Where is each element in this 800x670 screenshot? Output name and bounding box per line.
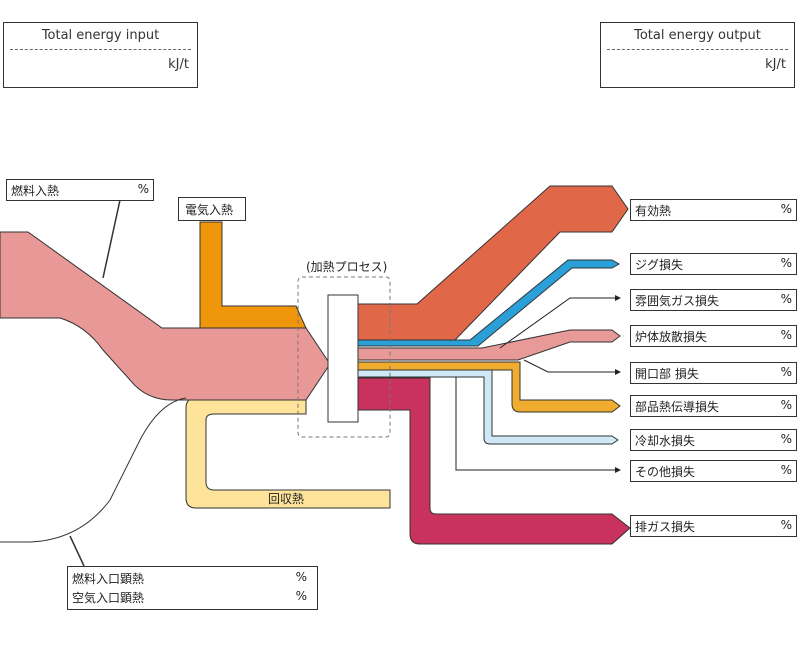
sensible-heat-curve	[0, 397, 187, 543]
electric-input-label-box: 電気入熱	[178, 197, 246, 221]
process-label: (加熱プロセス)	[306, 260, 388, 274]
air-sensible-label: 空気入口顕熱	[72, 591, 145, 605]
sensible-leader-line	[69, 535, 85, 567]
output-name: 冷却水損失	[635, 434, 696, 448]
recovered-heat-flow	[185, 397, 391, 509]
output-pct: %	[780, 398, 792, 412]
total-output-separator	[607, 49, 788, 50]
fuel-input-pct: %	[137, 182, 149, 196]
other-loss-line	[455, 377, 621, 473]
atmosphere-gas-loss-line	[499, 295, 621, 349]
total-input-title: Total energy input	[41, 28, 160, 43]
output-name: 雰囲気ガス損失	[635, 294, 720, 308]
output-label-effective-heat: 有効熱%	[630, 199, 797, 221]
output-label-exhaust-gas: 排ガス損失%	[630, 515, 797, 537]
jig-loss-flow	[355, 259, 621, 347]
output-name: 排ガス損失	[635, 520, 696, 534]
fuel-input-flow	[0, 231, 331, 401]
total-output-box: Total energy output kJ/t	[600, 22, 795, 88]
fuel-input-label-box: 燃料入熱 %	[6, 179, 154, 201]
output-pct: %	[780, 202, 792, 216]
sensible-heat-label-box: 燃料入口顕熱 % 空気入口顕熱 %	[67, 566, 318, 610]
cooling-water-flow	[355, 369, 619, 445]
output-pct: %	[780, 463, 792, 477]
output-label-other-loss: その他損失%	[630, 460, 797, 482]
output-name: 部品熱伝導損失	[635, 400, 720, 414]
total-input-separator	[10, 49, 191, 50]
furnace-radiation-flow	[355, 329, 621, 361]
process-region	[297, 276, 391, 438]
total-output-unit: kJ/t	[765, 57, 786, 72]
total-input-unit: kJ/t	[168, 57, 189, 72]
fuel-leader-line	[102, 199, 121, 279]
output-name: ジグ損失	[635, 258, 684, 272]
output-label-opening-loss: 開口部 損失%	[630, 362, 797, 384]
electric-input-label: 電気入熱	[185, 203, 234, 217]
output-label-furnace-radiation: 炉体放散損失%	[630, 325, 797, 347]
air-sensible-pct: %	[295, 589, 307, 603]
output-pct: %	[780, 256, 792, 270]
total-output-title: Total energy output	[634, 28, 761, 43]
output-name: 炉体放散損失	[635, 330, 708, 344]
total-input-box: Total energy input kJ/t	[3, 22, 198, 88]
output-pct: %	[780, 292, 792, 306]
opening-loss-line	[523, 359, 621, 375]
output-pct: %	[780, 518, 792, 532]
exhaust-gas-flow	[355, 377, 631, 545]
output-label-jig-loss: ジグ損失%	[630, 253, 797, 275]
fuel-input-label: 燃料入熱	[11, 184, 60, 198]
output-label-parts-conduction: 部品熱伝導損失%	[630, 395, 797, 417]
output-pct: %	[780, 328, 792, 342]
output-name: 有効熱	[635, 204, 672, 218]
fuel-sensible-label: 燃料入口顕熱	[72, 572, 145, 586]
recovered-heat-label: 回収熱	[268, 492, 305, 506]
parts-conduction-flow	[355, 361, 621, 413]
fuel-sensible-pct: %	[295, 570, 307, 584]
output-name: 開口部 損失	[635, 367, 699, 381]
output-label-atmosphere-gas-loss: 雰囲気ガス損失%	[630, 289, 797, 311]
electric-input-flow	[199, 221, 307, 329]
output-pct: %	[780, 432, 792, 446]
output-pct: %	[780, 365, 792, 379]
output-label-cooling-water: 冷却水損失%	[630, 429, 797, 451]
output-name: その他損失	[635, 465, 696, 479]
process-box	[327, 294, 359, 423]
